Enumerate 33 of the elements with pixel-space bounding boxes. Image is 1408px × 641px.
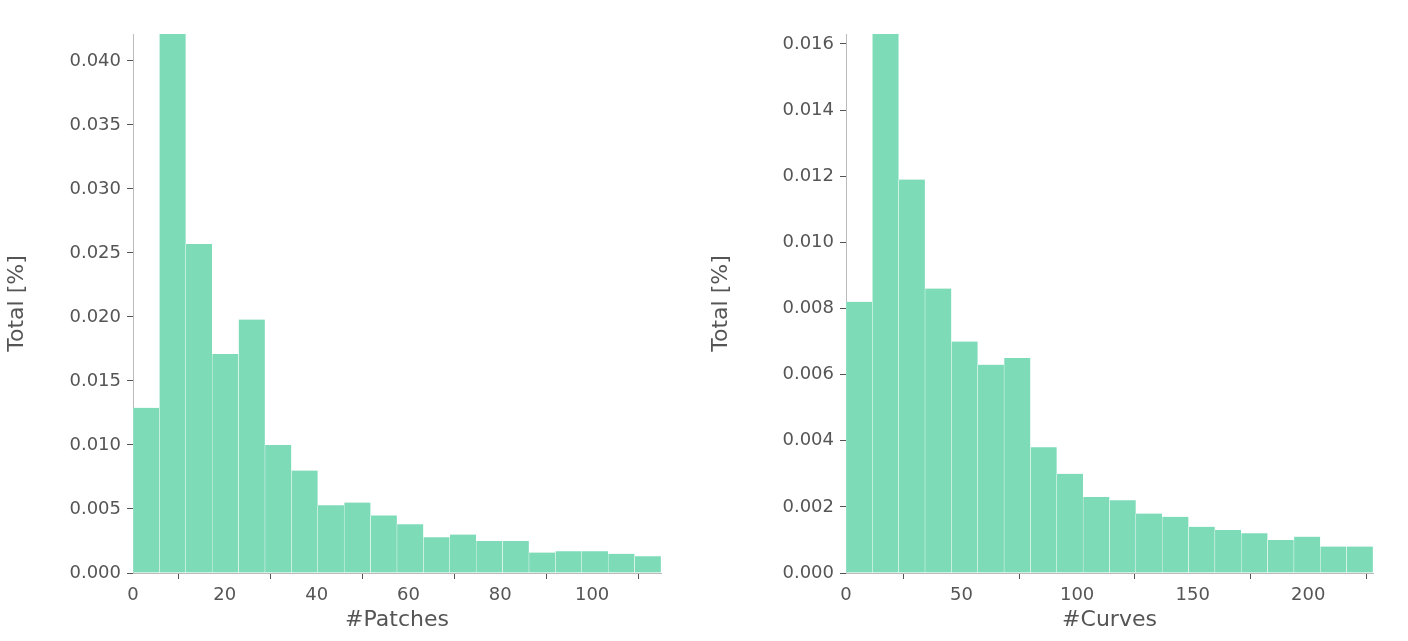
y-tick-label: 0.010 bbox=[782, 230, 834, 251]
y-tick-label: 0.020 bbox=[69, 304, 121, 326]
x-tick-label: 20 bbox=[213, 583, 237, 605]
y-tick-label: 0.014 bbox=[782, 97, 834, 119]
y-tick-label: 0.008 bbox=[782, 296, 834, 318]
x-tick-label: 150 bbox=[1175, 583, 1210, 605]
y-tick-label: 0.015 bbox=[69, 368, 121, 390]
y-tick-label: 0.030 bbox=[69, 176, 121, 198]
x-tick-label: 80 bbox=[488, 583, 512, 605]
x-axis-title: #Curves bbox=[1062, 605, 1157, 631]
x-tick-label: 40 bbox=[305, 583, 329, 605]
y-tick-label: 0.000 bbox=[69, 560, 121, 582]
y-axis-title: Total [%] bbox=[706, 255, 732, 353]
y-tick-label: 0.025 bbox=[69, 240, 121, 262]
y-tick-label: 0.005 bbox=[69, 496, 121, 518]
y-tick-label: 0.002 bbox=[782, 494, 834, 516]
y-tick-label: 0.010 bbox=[69, 432, 121, 454]
x-tick-label: 200 bbox=[1291, 583, 1326, 605]
x-tick-label: 0 bbox=[840, 583, 852, 605]
x-tick-label: 100 bbox=[574, 583, 610, 605]
x-tick-label: 100 bbox=[1059, 583, 1095, 605]
y-axis-title: Total [%] bbox=[2, 255, 28, 353]
y-tick-label: 0.006 bbox=[782, 362, 834, 384]
y-tick-label: 0.040 bbox=[69, 48, 121, 70]
x-tick-label: 60 bbox=[397, 583, 420, 605]
y-tick-label: 0.000 bbox=[782, 560, 834, 582]
y-tick-label: 0.004 bbox=[782, 428, 834, 450]
x-tick-label: 0 bbox=[127, 583, 139, 605]
y-tick-label: 0.016 bbox=[782, 31, 834, 53]
y-tick-label: 0.035 bbox=[69, 112, 121, 134]
x-tick-label: 50 bbox=[950, 583, 974, 605]
y-tick-label: 0.012 bbox=[782, 163, 834, 185]
x-axis-title: #Patches bbox=[345, 605, 449, 631]
